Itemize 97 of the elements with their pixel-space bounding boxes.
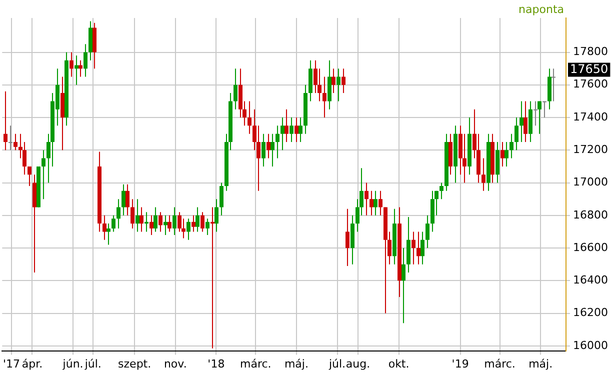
candlestick (364, 182, 368, 216)
candlestick (102, 214, 106, 240)
x-tick-label: máj. (284, 357, 308, 370)
candlestick (206, 218, 210, 236)
x-tick-label: '17 (2, 357, 20, 370)
y-tick-label: 16600 (573, 240, 608, 254)
candlestick (426, 214, 430, 249)
candlestick (42, 150, 46, 200)
candlestick (298, 117, 302, 142)
candlestick (154, 206, 158, 232)
candlestick (420, 231, 424, 265)
candlestick (342, 68, 346, 94)
candlestick (122, 184, 126, 216)
y-tick-label: 17000 (573, 176, 608, 189)
y-tick-label: 16400 (573, 274, 608, 287)
candlestick (70, 52, 74, 78)
candlestick (374, 190, 378, 216)
x-tick-label: jún. (62, 357, 84, 370)
x-tick-label: okt. (388, 357, 410, 370)
candlestick (294, 117, 298, 142)
x-tick-label: márc. (484, 357, 516, 370)
candlestick (130, 198, 134, 229)
candlestick (172, 206, 176, 236)
candlestick (74, 55, 78, 86)
candlestick (276, 125, 280, 159)
candlestick (234, 68, 238, 110)
candlestick (270, 133, 274, 167)
candlestick (84, 44, 88, 78)
candlestick (248, 100, 252, 134)
candlestick (116, 198, 120, 229)
candlestick (186, 218, 190, 240)
candlestick (112, 214, 116, 232)
candlestick (280, 117, 284, 151)
candlestick (378, 190, 382, 216)
candlestick (504, 141, 508, 167)
candlestick (4, 90, 8, 151)
y-tick-label: 16000 (573, 338, 608, 352)
x-tick-label: nov. (164, 357, 187, 370)
x-tick-label: júl. (328, 357, 346, 370)
candlestick (214, 198, 218, 232)
text: naponta (518, 2, 564, 16)
candlestick (290, 117, 294, 142)
x-tick-label: szept. (118, 357, 152, 370)
candlestick (126, 184, 130, 216)
candlestick (402, 248, 406, 324)
candlestick (136, 198, 140, 232)
candlestick (482, 158, 486, 192)
x-tick-label: ápr. (22, 357, 43, 370)
x-tick-label: márc. (240, 357, 272, 370)
candlestick (510, 133, 514, 159)
candlestick (440, 182, 444, 200)
x-tick-label: máj. (528, 357, 553, 370)
candlestick (196, 206, 200, 232)
candlestick (552, 68, 556, 102)
candlestick (158, 212, 162, 232)
candlestick (520, 100, 524, 142)
candlestick (192, 214, 196, 232)
candlestick (542, 100, 546, 118)
candlestick (8, 125, 12, 151)
candlestick (220, 182, 224, 216)
candlestick (284, 108, 288, 142)
x-tick-label: '19 (452, 357, 469, 370)
candlestick (534, 100, 538, 126)
candlestick (524, 100, 528, 142)
candlestick (332, 68, 336, 94)
candlestick (412, 231, 416, 265)
candlestick (78, 60, 82, 78)
y-tick-label: 17800 (573, 45, 608, 58)
y-tick-label: 17200 (573, 143, 608, 156)
y-tick-label: 17600 (573, 78, 608, 91)
candlestick (106, 223, 110, 246)
y-tick-label: 16200 (573, 306, 608, 320)
candlestick (416, 231, 420, 265)
candlestick (336, 68, 340, 102)
candlestick (500, 141, 504, 167)
x-tick-label: '18 (208, 357, 225, 370)
candlestick (150, 214, 154, 236)
candlestick (514, 117, 518, 151)
text: 17650 (570, 62, 608, 76)
candlestick (144, 212, 148, 232)
candlestick (210, 206, 214, 349)
candlestick (200, 212, 204, 232)
candlestick (164, 214, 168, 236)
candlestick (266, 133, 270, 159)
candlestick (346, 208, 350, 266)
candlestick (28, 166, 32, 187)
candlestick (370, 190, 374, 216)
y-tick-label: 16800 (573, 208, 608, 222)
candlestick (538, 100, 542, 134)
candlestick (322, 76, 326, 118)
candlestick (262, 133, 266, 167)
y-tick-label: 17400 (573, 110, 608, 124)
candlestick (14, 133, 18, 151)
candlestick (168, 214, 172, 232)
candlestick (140, 206, 144, 232)
x-tick-label: aug. (346, 357, 370, 370)
x-tick-label: júl. (84, 357, 102, 370)
